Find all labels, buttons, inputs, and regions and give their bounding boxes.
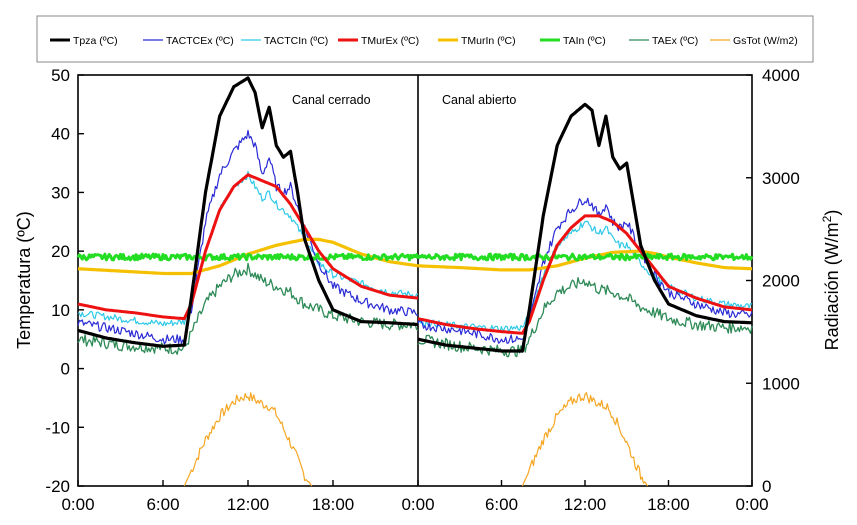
x-tick-label: 12:00 [564, 495, 607, 514]
y-axis-label-right-base: Radiación (W/m [822, 222, 842, 350]
series-tactcex-c-panel-2 [417, 197, 753, 344]
x-tick-label: 0:00 [401, 495, 434, 514]
y-axis-label-right: Radiación (W/m2) [820, 210, 842, 351]
series-tpza-c-panel-2 [417, 102, 753, 353]
plot-frame [77, 74, 753, 487]
x-tick-label: 0:00 [735, 495, 768, 514]
y-left-tick-label: 40 [51, 125, 70, 144]
series-taex-c-panel-2 [417, 277, 753, 358]
panel-label-open: Canal abierto [442, 93, 516, 107]
legend-label-gstot-w-m2: GsTot (W/m2) [733, 35, 798, 47]
y-right-tick-label: 3000 [762, 169, 800, 188]
x-tick-label: 18:00 [312, 495, 355, 514]
x-tick-label: 0:00 [61, 495, 94, 514]
y-axis-label-right-sup: 2 [820, 215, 834, 222]
y-left-tick-label: -10 [45, 418, 70, 437]
x-tick-label: 12:00 [227, 495, 270, 514]
y-left-tick-label: -20 [45, 477, 70, 496]
series-tactcex-c-panel-1 [77, 129, 419, 345]
legend-label-tpza-c: Tpza (ºC) [73, 35, 118, 47]
y-axis-label-left: Temperatura (ºC) [14, 211, 34, 349]
legend-label-tactcin-c: TACTCIn (ºC) [264, 35, 328, 47]
series-tpza-c-panel-1 [77, 76, 419, 348]
legend-label-tactcex-c: TACTCEx (ºC) [166, 35, 234, 47]
series-tactcin-c-panel-1 [77, 170, 418, 327]
legend: Tpza (ºC) TACTCEx (ºC) TACTCIn (ºC) TMurEx … [50, 35, 798, 47]
legend-label-tain-c: TAIn (ºC) [563, 35, 606, 47]
series-tain-c-panel-1 [76, 252, 420, 262]
x-tick-label: 6:00 [485, 495, 518, 514]
series-tmurex-c-panel-1 [77, 173, 419, 321]
y-left-tick-label: 30 [51, 183, 70, 202]
panel-label-closed: Canal cerrado [292, 93, 371, 107]
series-tactcin-c-panel-2 [417, 220, 753, 333]
series-layer [76, 76, 754, 487]
y-left-tick-label: 50 [51, 66, 70, 85]
y-left-tick-label: 20 [51, 242, 70, 261]
legend-label-taex-c: TAEx (ºC) [652, 35, 698, 47]
legend-label-tmurin-c: TMurIn (ºC) [461, 35, 516, 47]
legend-label-tmurex-c: TMurEx (ºC) [361, 35, 419, 47]
y-right-tick-label: 0 [762, 477, 771, 496]
y-left-tick-label: 10 [51, 301, 70, 320]
y-right-tick-label: 4000 [762, 66, 800, 85]
legend-box [36, 15, 814, 63]
series-gstot-w-m2-panel-2 [521, 392, 649, 487]
y-left-tick-label: 0 [61, 360, 70, 379]
y-right-tick-label: 2000 [762, 272, 800, 291]
series-taex-c-panel-1 [77, 262, 419, 355]
x-tick-label: 18:00 [647, 495, 690, 514]
series-tain-c-panel-2 [416, 252, 754, 262]
y-right-tick-label: 1000 [762, 374, 800, 393]
series-tmurex-c-panel-2 [417, 214, 753, 335]
y-axis-label-right-tail: ) [822, 210, 842, 216]
x-tick-label: 6:00 [146, 495, 179, 514]
series-gstot-w-m2-panel-1 [183, 392, 313, 487]
